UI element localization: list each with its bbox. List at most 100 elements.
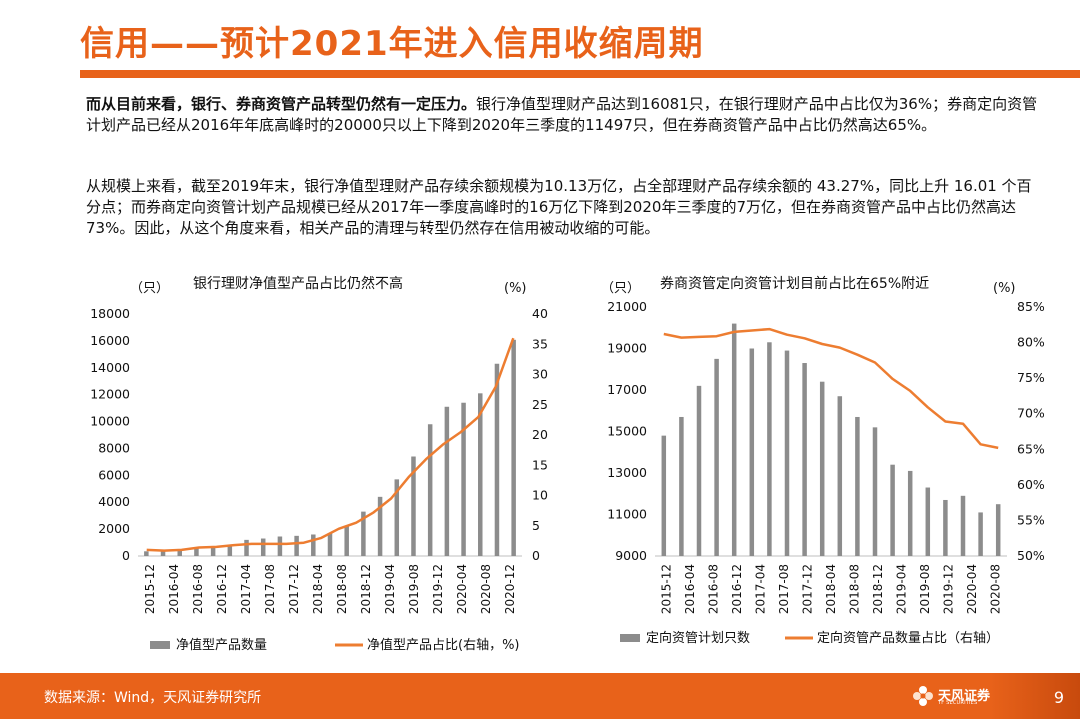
bar [244,539,249,556]
bar [907,470,913,556]
right-tick-label: 50% [1017,548,1045,563]
bar [427,424,433,556]
left-tick-label: 0 [122,548,130,563]
x-tick-label: 2019-04 [383,564,397,614]
bar [311,534,316,556]
x-tick-label: 2018-08 [335,564,349,614]
bar [995,504,1001,556]
right-tick-label: 40 [532,306,548,321]
left-tick-label: 11000 [607,507,647,522]
bar [494,363,500,556]
bar [511,339,516,556]
corner-accent [990,673,1080,719]
left-tick-label: 15000 [607,424,647,439]
logo-sub: TF SECURITIES [938,700,978,706]
left-axis-unit: （只） [130,281,169,296]
chart-broker-directed-svg: 券商资管定向资管计划目前占比在65%附近 （只） (%) 9000 11000 13000… [601,275,1045,646]
right-tick-label: 65% [1017,441,1045,456]
left-tick-label: 17000 [607,382,647,397]
bar [327,533,333,556]
left-tick-label: 9000 [615,548,647,563]
data-source: 数据来源：Wind，天风证券研究所 [44,690,262,706]
bar [696,385,702,556]
bar [714,358,719,556]
x-tick-label: 2016-04 [167,564,181,614]
bar [837,396,843,556]
x-tick-label: 2015-12 [660,564,674,614]
bar [160,550,166,556]
legend-bar-swatch [620,634,640,642]
x-tick-label: 2020-08 [988,564,1002,614]
bar [943,499,948,556]
bar [361,511,366,556]
series-line [663,327,999,450]
right-tick-label: 75% [1017,370,1045,385]
right-axis-unit: (%) [993,281,1016,296]
x-tick-label: 2019-12 [431,564,445,614]
bar [144,551,149,556]
chart-bank-nav-svg: 银行理财净值型产品占比仍然不高 （只） (%) 0 2000 4000 6000 8000 10… [90,275,548,653]
x-tick-label: 2020-04 [455,564,469,614]
x-tick-label: 2016-12 [215,564,229,614]
bar [679,416,684,556]
bar [461,402,466,556]
right-tick-label: 70% [1017,406,1045,421]
right-tick-label: 35 [532,336,548,351]
bar [194,547,199,556]
left-tick-label: 4000 [98,494,130,509]
legend-bar-swatch [150,641,170,649]
chart-title: 券商资管定向资管计划目前占比在65%附近 [660,275,929,292]
x-tick-label: 2019-08 [918,564,932,614]
chart-title: 银行理财净值型产品占比仍然不高 [193,275,403,292]
x-tick-label: 2018-04 [311,564,325,614]
x-tick-label: 2016-08 [707,564,721,614]
bar [661,435,667,556]
bar [960,495,966,556]
x-tick-label: 2018-12 [359,564,373,614]
right-tick-label: 85% [1017,299,1045,314]
left-tick-label: 10000 [90,414,130,429]
bar [784,350,790,556]
bar [855,416,860,556]
bar [394,479,400,556]
x-tick-label: 2020-08 [479,564,493,614]
x-tick-label: 2016-04 [683,564,697,614]
bar [749,348,755,556]
bar [444,406,450,556]
paragraph-1: 而从目前来看，银行、券商资管产品转型仍然有一定压力。银行净值型理财产品达到160… [86,94,1040,136]
bar [260,538,266,556]
paragraph-1-rest: 银行净值型理财产品达到16081只，在银行理财产品中占比仅为36%；券商定向资管… [86,95,1038,134]
left-tick-label: 21000 [607,299,647,314]
bar [227,545,233,556]
x-tick-label: 2017-12 [287,564,301,614]
x-tick-label: 2017-12 [801,564,815,614]
x-tick-label: 2019-12 [941,564,955,614]
bar [411,456,416,556]
legend-bar-label: 净值型产品数量 [176,637,267,653]
left-tick-label: 2000 [98,521,130,536]
logo-text: 天风证券 [938,689,991,704]
x-tick-label: 2016-08 [191,564,205,614]
legend-bar-label: 定向资管计划只数 [646,630,750,646]
left-axis-unit: （只） [601,281,640,296]
right-axis-unit: (%) [504,281,527,296]
x-tick-label: 2018-04 [824,564,838,614]
right-tick-label: 55% [1017,512,1045,527]
bar [767,342,772,556]
right-tick-label: 30 [532,367,548,382]
x-tick-label: 2017-04 [239,564,253,614]
x-tick-label: 2017-08 [777,564,791,614]
x-tick-label: 2017-04 [754,564,768,614]
right-tick-label: 60% [1017,477,1045,492]
right-tick-label: 15 [532,457,548,472]
x-tick-label: 2017-08 [263,564,277,614]
x-tick-label: 2015-12 [143,564,157,614]
x-tick-label: 2018-08 [847,564,861,614]
bar [890,464,895,556]
x-tick-label: 2019-04 [894,564,908,614]
chart-broker-directed-plans: 券商资管定向资管计划目前占比在65%附近 （只） (%) 9000 11000 13000… [575,262,1080,662]
x-tick-label: 2016-12 [730,564,744,614]
chart-bank-nav-products: 银行理财净值型产品占比仍然不高 （只） (%) 0 2000 4000 6000 8000 10… [80,262,550,662]
x-tick-label: 2020-04 [965,564,979,614]
bar [872,427,878,556]
